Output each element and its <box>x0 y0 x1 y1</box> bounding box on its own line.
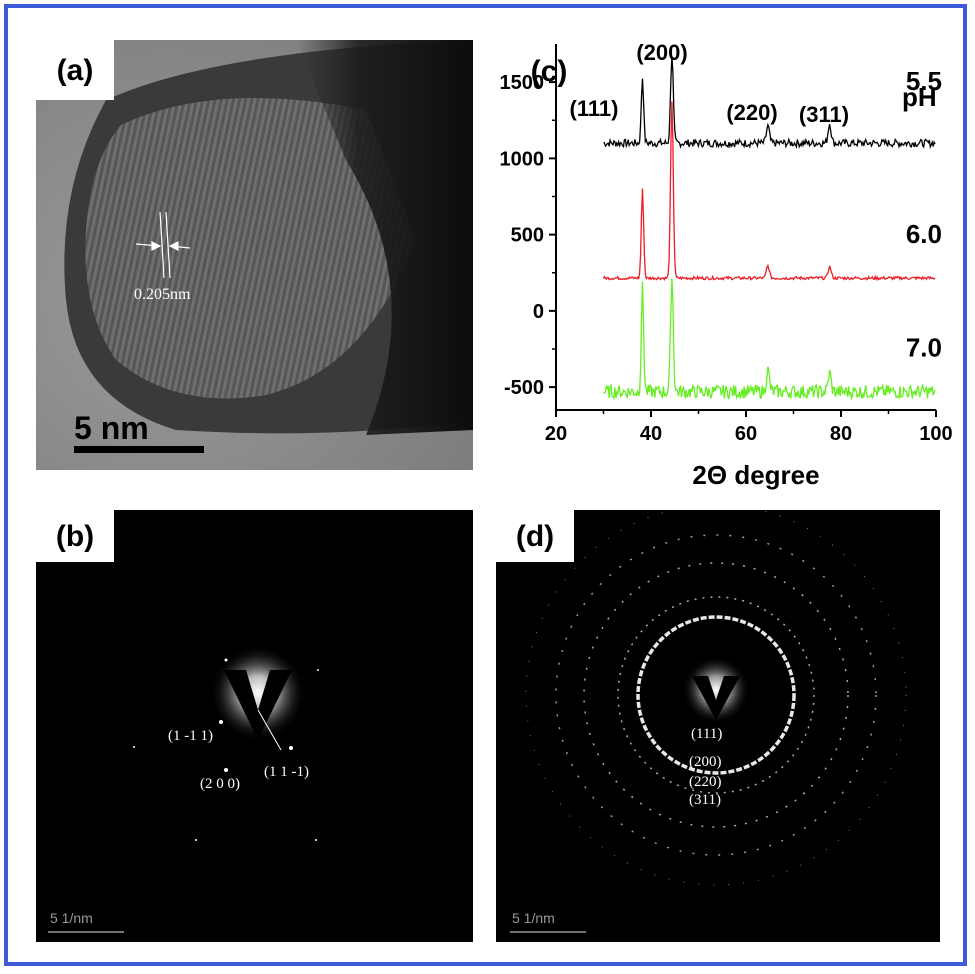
ring-label-311: (311) <box>689 792 721 808</box>
beam-stopper-b <box>224 670 292 740</box>
ring-label-200: (200) <box>689 754 722 770</box>
y-tick-label: 1000 <box>500 148 545 170</box>
scale-label-a: 5 nm <box>74 410 149 446</box>
panel-a-hrtem-image: (a) 0.205nm 5 nm <box>36 40 473 470</box>
hrtem-micrograph <box>36 40 473 470</box>
x-tick-label: 20 <box>545 423 567 445</box>
xrd-plot: 20 40 60 80 100 -500 0 500 1000 1500 2Θ degree 5.5 6… <box>500 40 953 490</box>
peak-label-220: (220) <box>726 100 777 125</box>
peak-label-111: (111) <box>570 96 619 121</box>
y-tick-label: 500 <box>511 225 544 247</box>
y-tick-label: 1500 <box>500 72 545 94</box>
y-tick-label: 0 <box>533 301 544 323</box>
ring-111 <box>636 615 796 775</box>
series-line-ph-5.5 <box>603 56 936 150</box>
panel-c-xrd-chart: 20 40 60 80 100 -500 0 500 1000 1500 2Θ degree 5.5 6… <box>474 30 954 500</box>
diffraction-spots-b <box>133 658 319 841</box>
panel-b-label: (b) <box>36 510 114 562</box>
beam-stopper-d <box>692 676 740 720</box>
panel-b-saed-pattern: (b) (1 -1 1) (1 1 -1) (2 0 0) 5 1/nm <box>36 510 473 942</box>
x-tick-label: 100 <box>919 423 952 445</box>
ring-200 <box>617 596 815 794</box>
lattice-spacing-marker <box>135 211 191 279</box>
series-line-ph-7.0 <box>603 278 936 401</box>
series-line-ph-6.0 <box>602 101 936 282</box>
x-tick-label: 60 <box>735 423 757 445</box>
series-label-ph-5.5: 5.5 <box>906 66 942 96</box>
ring-label-220: (220) <box>689 774 722 790</box>
panel-d-saed-rings: (d) (111) (200) (220) (311) 5 1/nm <box>496 510 940 942</box>
spot-label-1-11: (1 -1 1) <box>168 728 213 744</box>
y-tick-label: -500 <box>504 377 544 399</box>
saed-pattern-b <box>48 645 319 933</box>
ph-legend-title: pH <box>902 82 937 112</box>
ring-311 <box>555 534 877 856</box>
peak-label-200: (200) <box>636 40 687 65</box>
x-axis-label: 2Θ degree <box>692 460 819 490</box>
ring-220 <box>583 562 849 828</box>
x-tick-label: 80 <box>830 423 852 445</box>
ring-label-111: (111) <box>691 726 723 742</box>
saed-pattern-d <box>510 510 907 933</box>
peak-label-311: (311) <box>799 102 849 127</box>
panel-d-label: (d) <box>496 510 574 562</box>
x-tick-label: 40 <box>640 423 662 445</box>
scale-label-d: 5 1/nm <box>512 910 555 926</box>
scale-label-b: 5 1/nm <box>50 910 93 926</box>
panel-c-label: (c) <box>530 55 568 88</box>
spot-label-200: (2 0 0) <box>200 776 240 792</box>
spot-label-11-1: (1 1 -1) <box>264 764 309 780</box>
scale-bar-a <box>74 446 204 453</box>
series-label-ph-7.0: 7.0 <box>906 333 942 363</box>
lattice-spacing-label: 0.205nm <box>134 286 191 303</box>
panel-a-label: (a) <box>36 40 114 100</box>
series-label-ph-6.0: 6.0 <box>906 219 942 249</box>
